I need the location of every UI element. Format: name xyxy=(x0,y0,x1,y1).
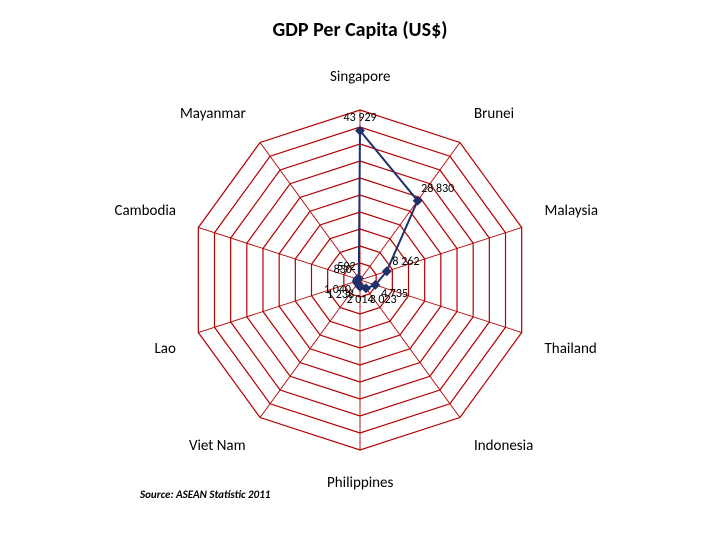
chart-title: GDP Per Capita (US$) xyxy=(0,18,720,42)
axis-label: Malaysia xyxy=(545,202,599,220)
value-label: 28 830 xyxy=(421,182,454,196)
value-label: 1 040 xyxy=(324,283,351,297)
axis-label: Lao xyxy=(154,340,175,358)
value-label: 8 262 xyxy=(392,255,419,269)
value-label: 43 929 xyxy=(344,111,377,125)
value-label: 592 xyxy=(337,260,355,274)
axis-label: Philippines xyxy=(327,474,393,492)
source-text: Source: ASEAN Statistic 2011 xyxy=(140,488,270,501)
axis-label: Brunei xyxy=(474,105,514,123)
value-label: 3 023 xyxy=(370,293,397,307)
axis-label: Thailand xyxy=(545,340,597,358)
axis-label: Viet Nam xyxy=(189,437,246,455)
radar-chart: Singapore Brunei Malaysia Thailand Indonesia… xyxy=(120,55,600,495)
axis-label: Indonesia xyxy=(474,437,533,455)
axis-label: Mayanmar xyxy=(180,105,246,123)
axis-label: Cambodia xyxy=(115,202,176,220)
axis-label: Singapore xyxy=(330,68,390,86)
